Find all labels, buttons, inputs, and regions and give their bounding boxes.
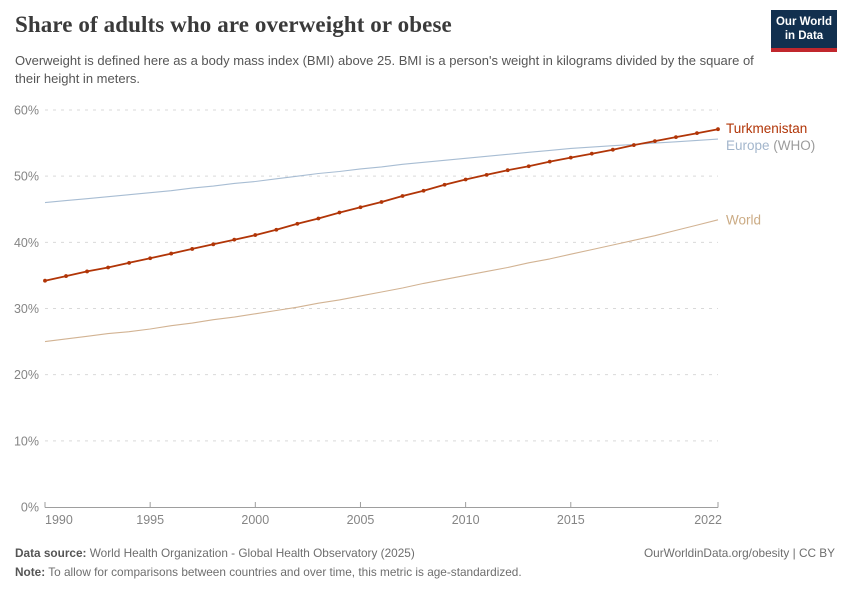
x-axis-tick-label: 2022 <box>694 513 722 527</box>
series-marker <box>85 269 89 274</box>
series-marker <box>211 242 216 247</box>
series-label-world[interactable]: World <box>726 212 761 227</box>
note-label: Note: <box>15 565 46 579</box>
series-marker <box>463 177 468 182</box>
y-axis-tick-label: 0% <box>21 501 39 515</box>
series-label-europe[interactable]: Europe (WHO) <box>726 138 815 153</box>
series-marker <box>43 278 47 283</box>
series-marker <box>505 168 510 173</box>
chart-subtitle: Overweight is defined here as a body mas… <box>15 53 754 87</box>
series-marker <box>716 127 720 132</box>
series-label-turkmenistan[interactable]: Turkmenistan <box>726 121 807 136</box>
series-marker <box>589 151 594 156</box>
series-marker <box>653 139 657 143</box>
series-marker <box>169 251 174 256</box>
data-source-line: Data source: World Health Organization -… <box>15 546 415 560</box>
series-marker <box>337 210 342 215</box>
series-line-turkmenistan[interactable] <box>44 128 719 282</box>
owid-link[interactable]: OurWorldinData.org/obesity | CC BY <box>643 546 835 560</box>
data-source-label: Data source: <box>15 546 87 560</box>
series-marker <box>379 200 384 204</box>
chart-footer: Data source: World Health Organization -… <box>15 546 835 579</box>
y-axis-tick-label: 20% <box>14 368 39 382</box>
series-marker <box>695 131 699 136</box>
series-marker <box>295 221 300 226</box>
y-axis-tick-label: 40% <box>14 236 39 250</box>
series-marker <box>526 164 531 169</box>
logo-line-2: in Data <box>784 30 824 43</box>
x-axis-tick-label: 2010 <box>452 513 480 527</box>
x-axis-tick-label: 2015 <box>557 513 585 527</box>
logo-line-1: Our World <box>775 16 832 28</box>
y-axis-tick-label: 60% <box>14 104 39 118</box>
series-marker <box>64 274 68 278</box>
series-marker <box>190 247 195 251</box>
series-marker <box>610 147 615 152</box>
owid-logo[interactable]: Our World in Data <box>771 10 837 52</box>
series-marker <box>358 205 363 210</box>
x-axis-tick-label: 1990 <box>45 513 73 527</box>
series-marker <box>148 256 153 261</box>
x-axis-tick-label: 1995 <box>136 513 164 527</box>
y-axis-tick-label: 50% <box>14 170 39 184</box>
series-marker <box>442 182 447 187</box>
series-line-world[interactable] <box>44 219 719 343</box>
series-marker <box>400 194 405 198</box>
series-marker <box>568 155 573 160</box>
series-marker <box>316 216 321 221</box>
note-text: To allow for comparisons between countri… <box>45 565 522 579</box>
series-marker <box>127 260 132 265</box>
y-axis-tick-label: 30% <box>14 302 39 316</box>
series-line-europe[interactable] <box>44 138 719 204</box>
series-marker <box>674 135 678 140</box>
series-marker <box>484 172 489 177</box>
series-marker <box>274 227 279 232</box>
series-marker <box>631 143 636 147</box>
series-marker <box>232 237 237 242</box>
x-axis-tick-label: 2000 <box>241 513 269 527</box>
series-marker <box>547 159 552 164</box>
series-marker <box>253 233 258 237</box>
data-source-text: World Health Organization - Global Healt… <box>86 546 415 560</box>
line-chart-canvas: 0% 10% 20% 30% 40% 50% 60% 1990 1995 2000 2005 2010… <box>14 104 815 528</box>
note-line: Note: To allow for comparisons between c… <box>15 565 835 579</box>
y-axis-tick-label: 10% <box>14 434 39 448</box>
page-title: Share of adults who are overweight or ob… <box>15 12 452 37</box>
series-marker <box>421 188 426 193</box>
x-axis-tick-label: 2005 <box>347 513 375 527</box>
series-marker <box>106 265 110 270</box>
